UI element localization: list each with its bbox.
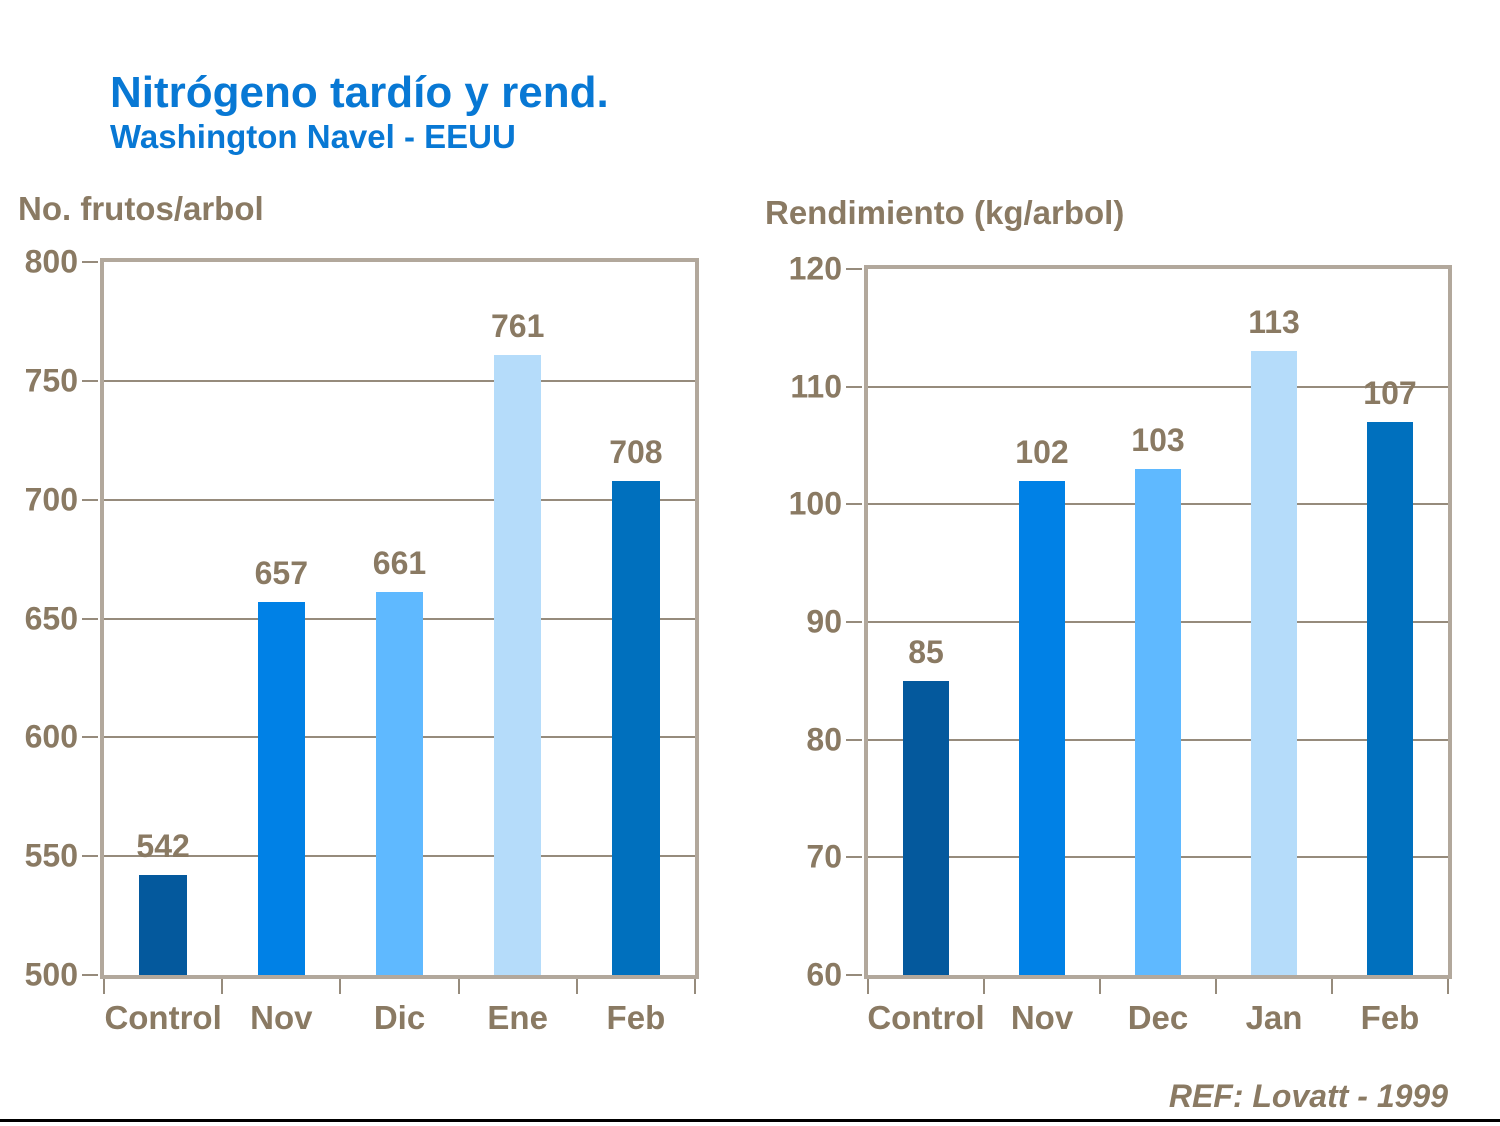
y-axis-tick <box>846 621 862 623</box>
bar-dec <box>1134 469 1182 975</box>
bar-nov <box>1018 480 1066 975</box>
y-axis-tick-label: 550 <box>24 837 78 874</box>
y-axis-tick <box>846 738 862 741</box>
y-axis-tick <box>82 498 98 501</box>
x-category-label: Control <box>867 999 985 1036</box>
right-chart-title: Rendimiento (kg/arbol) <box>765 194 1125 231</box>
x-axis-tick <box>103 979 105 994</box>
y-axis-tick <box>846 856 862 859</box>
bar-value-label: 107 <box>1363 374 1417 411</box>
x-axis-tick <box>457 979 460 994</box>
bottom-rule <box>0 1119 1500 1122</box>
right-chart-plot-area: 60 70 80 90 100 110 120 85 Control 102 Nov 103 Dec 11… <box>789 251 1452 1036</box>
y-axis-tick-label: 700 <box>24 481 78 518</box>
bar-feb <box>612 480 660 975</box>
y-axis-tick-label: 90 <box>806 603 842 640</box>
left-chart-title: No. frutos/arbol <box>18 190 264 227</box>
x-category-label: Jan <box>1245 999 1303 1036</box>
gridline <box>868 385 1448 388</box>
x-axis-tick <box>983 979 985 994</box>
y-axis-tick <box>846 268 862 270</box>
y-axis-tick-label: 70 <box>806 838 842 875</box>
gridline <box>104 498 695 501</box>
left-chart-plot-area: 500 550 600 650 700 750 800 542 Control 657 Nov 661… <box>25 244 699 1036</box>
y-axis-tick <box>82 855 98 858</box>
bar-dic <box>375 592 424 975</box>
bar-value-label: 102 <box>1015 433 1069 470</box>
x-axis-tick <box>1331 979 1333 994</box>
x-category-label: Control <box>104 999 222 1036</box>
bar-nov <box>257 601 305 975</box>
bar-value-label: 657 <box>254 554 308 591</box>
x-category-label: Feb <box>1360 999 1420 1036</box>
y-axis-tick <box>82 974 98 976</box>
x-category-label: Nov <box>1010 999 1074 1036</box>
bar-jan <box>1250 351 1298 975</box>
bar-control <box>139 875 187 975</box>
y-axis-tick <box>82 379 98 382</box>
bar-value-label: 542 <box>136 828 190 865</box>
x-axis-tick <box>339 979 342 994</box>
bar-value-label: 103 <box>1131 422 1185 459</box>
x-axis-tick <box>1447 979 1449 994</box>
y-axis-tick-label: 600 <box>24 718 78 755</box>
bar-value-label: 661 <box>372 545 427 582</box>
y-axis-tick <box>82 617 98 620</box>
y-axis-tick <box>846 385 862 388</box>
x-category-label: Ene <box>487 999 548 1036</box>
y-axis-tick <box>846 974 862 976</box>
gridline <box>104 379 695 382</box>
x-category-label: Nov <box>250 999 313 1036</box>
x-axis-tick <box>1099 979 1101 994</box>
y-axis-tick-label: 750 <box>24 362 78 399</box>
x-axis-tick <box>575 979 578 994</box>
bar-ene <box>494 354 542 975</box>
y-axis-tick-label: 500 <box>24 956 78 993</box>
y-axis-tick-label: 120 <box>788 250 842 287</box>
y-axis-tick <box>82 736 98 739</box>
y-axis-tick-label: 650 <box>24 600 78 636</box>
slide-subtitle: Washington Navel - EEUU <box>110 118 516 155</box>
y-axis-tick-label: 800 <box>24 243 78 280</box>
bar-feb <box>1366 421 1414 975</box>
y-axis-tick-label: 60 <box>806 956 842 993</box>
x-axis-tick <box>1215 979 1217 994</box>
y-axis-tick-label: 100 <box>788 485 842 522</box>
bar-control <box>902 680 950 975</box>
bar-value-label: 113 <box>1248 304 1300 341</box>
x-axis-tick <box>221 979 224 994</box>
y-axis-tick-label: 80 <box>806 721 842 758</box>
slide-title: Nitrógeno tardío y rend. <box>110 68 609 117</box>
x-category-label: Dic <box>373 999 426 1036</box>
bar-value-label: 85 <box>908 633 944 670</box>
x-axis-tick <box>867 979 869 994</box>
x-category-label: Feb <box>606 999 666 1036</box>
x-axis-tick <box>694 979 696 994</box>
reference-text: REF: Lovatt - 1999 <box>1168 1078 1448 1114</box>
x-category-label: Dec <box>1127 999 1189 1036</box>
y-axis-tick <box>82 261 98 263</box>
y-axis-tick-label: 110 <box>790 368 842 405</box>
y-axis-tick <box>846 503 862 506</box>
bar-value-label: 761 <box>490 307 545 344</box>
bar-value-label: 708 <box>609 433 663 470</box>
